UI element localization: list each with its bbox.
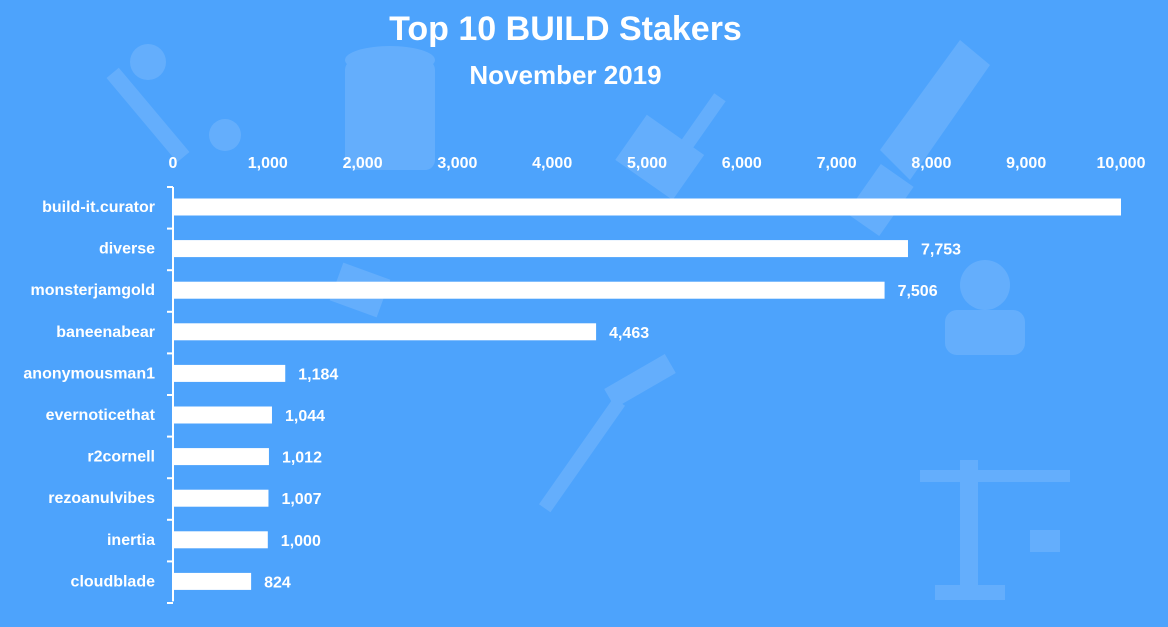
bar (173, 572, 252, 590)
bars (173, 198, 1121, 590)
category-label: r2cornell (87, 449, 155, 466)
x-tick-label: 1,000 (248, 155, 288, 172)
chart-subtitle: November 2019 (469, 60, 662, 90)
x-tick-label: 3,000 (437, 155, 477, 172)
hammer-icon (538, 353, 676, 513)
data-label: 1,007 (281, 491, 321, 508)
data-label: 1,012 (282, 450, 322, 467)
x-axis-ticks: 0 1,000 2,000 3,000 4,000 5,000 6,000 7,000 8,00… (169, 155, 1146, 172)
x-tick-label: 7,000 (817, 155, 857, 172)
category-labels: build-it.curator diverse monsterjamgold ban… (23, 186, 173, 604)
bar (173, 364, 286, 382)
x-tick-label: 4,000 (532, 155, 572, 172)
data-labels: 7,753 7,506 4,463 1,184 1,044 1,012 1,007 1,000… (264, 242, 961, 592)
category-label: build-it.curator (42, 199, 155, 216)
bar (173, 281, 885, 299)
bar (173, 240, 908, 258)
bar (173, 198, 1121, 216)
x-tick-label: 0 (169, 155, 178, 172)
data-label: 1,044 (285, 408, 325, 425)
data-label: 824 (264, 574, 291, 591)
category-label: baneenabear (56, 324, 155, 341)
category-label: anonymousman1 (23, 365, 155, 382)
x-tick-label: 9,000 (1006, 155, 1046, 172)
category-label: cloudblade (71, 573, 156, 590)
data-label: 1,000 (281, 533, 321, 550)
category-label: evernoticethat (46, 407, 156, 424)
category-label: diverse (99, 241, 155, 258)
bar (173, 531, 268, 549)
bar (173, 489, 269, 507)
bar (173, 323, 597, 341)
category-label: inertia (107, 532, 155, 549)
wrench-icon (106, 44, 241, 163)
crane-icon (920, 460, 1070, 600)
data-label: 7,506 (898, 283, 938, 300)
worker-icon (945, 260, 1025, 355)
bar (173, 406, 272, 424)
x-tick-label: 2,000 (343, 155, 383, 172)
x-tick-label: 8,000 (911, 155, 951, 172)
data-label: 7,753 (921, 242, 961, 259)
category-label: rezoanulvibes (48, 490, 155, 507)
paint-bucket-icon (345, 46, 435, 170)
x-tick-label: 10,000 (1097, 155, 1146, 172)
x-tick-label: 6,000 (722, 155, 762, 172)
paint-brush-icon (615, 93, 726, 201)
data-label: 1,184 (298, 366, 338, 383)
data-label: 4,463 (609, 325, 649, 342)
bar (173, 448, 269, 466)
category-label: monsterjamgold (31, 282, 155, 299)
x-tick-label: 5,000 (627, 155, 667, 172)
chart-title: Top 10 BUILD Stakers (389, 10, 742, 48)
